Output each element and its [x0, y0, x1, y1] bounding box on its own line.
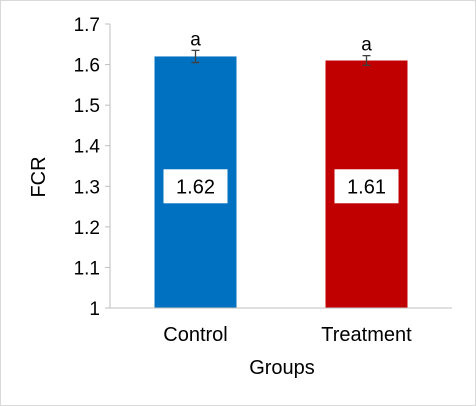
y-axis-ticks: 1 1.1 1.2 1.3 1.4 1.5 1.6 1.7 — [74, 15, 110, 320]
y-tick-label: 1.2 — [74, 218, 100, 239]
x-tick-label: Treatment — [321, 324, 412, 346]
significance-letter: a — [361, 35, 372, 56]
y-axis-label: FCR — [28, 156, 50, 197]
y-tick-label: 1.7 — [74, 15, 100, 36]
y-tick-label: 1.4 — [74, 137, 101, 158]
data-label: 1.62 — [176, 176, 215, 198]
y-tick-label: 1.5 — [74, 96, 100, 117]
y-tick-label: 1.3 — [74, 177, 100, 198]
data-label: 1.61 — [347, 176, 386, 198]
bars-group: a 1.62 a 1.61 — [154, 29, 408, 309]
error-bar — [362, 54, 371, 67]
y-tick-label: 1.6 — [74, 56, 100, 77]
error-bar — [191, 49, 200, 64]
y-tick-label: 1 — [89, 299, 100, 320]
data-label-box — [163, 169, 228, 204]
y-tick-label: 1.1 — [74, 258, 100, 279]
x-axis-ticks: Control Treatment — [163, 324, 412, 346]
x-axis-label: Groups — [249, 357, 315, 379]
data-label-box — [334, 169, 399, 204]
significance-letter: a — [190, 29, 201, 50]
x-tick-label: Control — [163, 324, 227, 346]
